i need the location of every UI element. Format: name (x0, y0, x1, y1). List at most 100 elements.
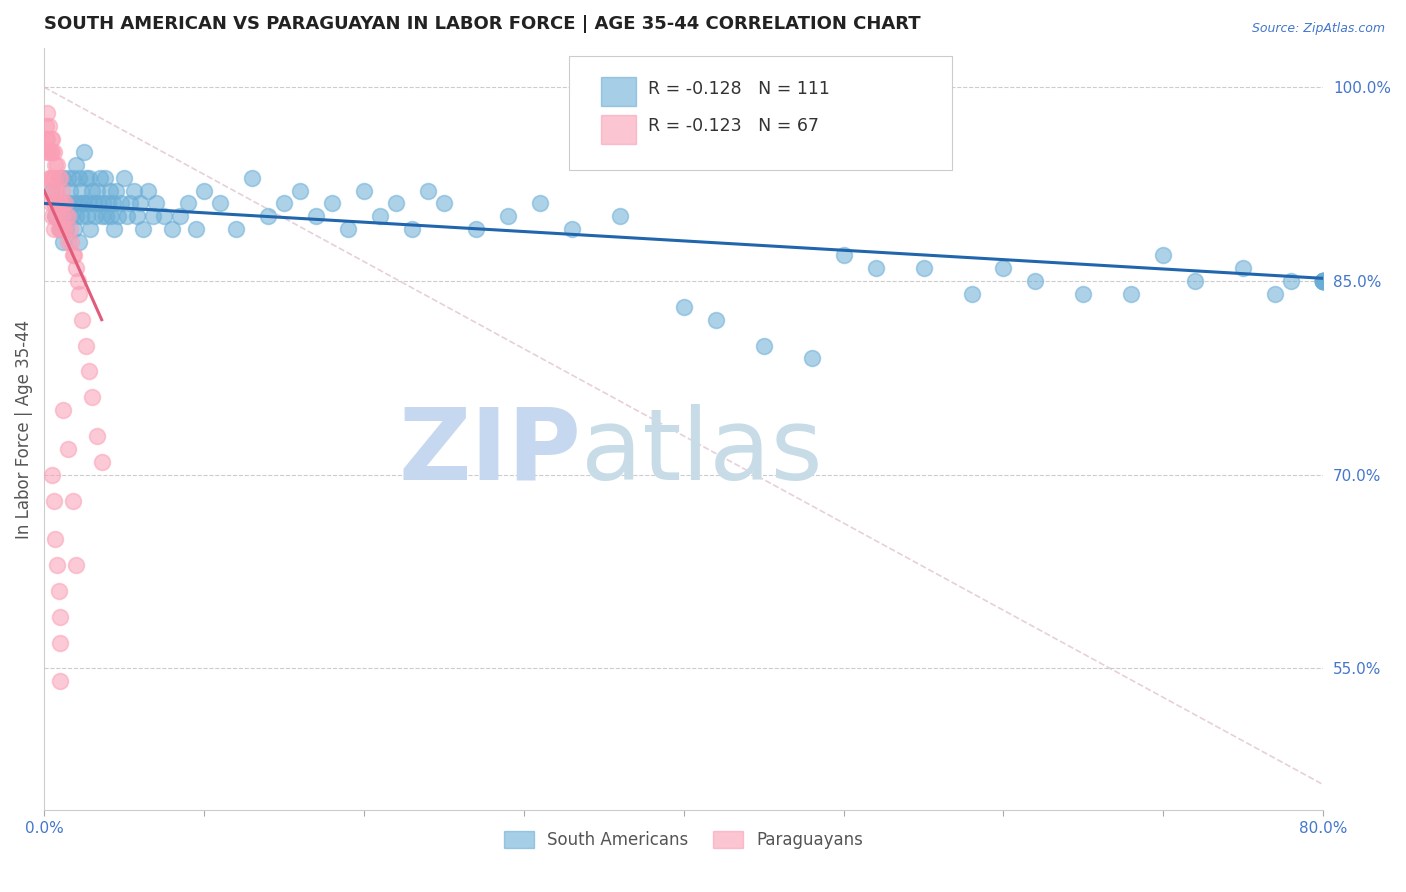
Point (257, 210, 280, 224)
Point (169, 210, 191, 224)
Point (86, 184, 108, 198)
Point (52, 403, 75, 417)
Point (1312, 274, 1334, 288)
Point (336, 222, 359, 236)
Point (160, 222, 183, 236)
Point (60, 235, 83, 250)
Text: Source: ZipAtlas.com: Source: ZipAtlas.com (1251, 22, 1385, 36)
Point (993, 260, 1015, 275)
Point (62, 170, 84, 185)
Point (112, 170, 135, 185)
Point (73, 145, 96, 159)
Point (35, 119, 58, 133)
Point (51, 210, 73, 224)
Point (752, 338, 775, 352)
Point (72, 312, 94, 326)
Point (49, 222, 72, 236)
Point (49, 635, 72, 649)
Point (48, 196, 70, 211)
Text: SOUTH AMERICAN VS PARAGUAYAN IN LABOR FORCE | AGE 35-44 CORRELATION CHART: SOUTH AMERICAN VS PARAGUAYAN IN LABOR FO… (44, 15, 921, 33)
Point (1184, 274, 1206, 288)
Point (101, 196, 124, 211)
Point (193, 184, 215, 198)
Bar (600, 115, 637, 144)
Point (129, 196, 152, 211)
Point (60, 210, 83, 224)
Point (53, 222, 76, 236)
Point (132, 222, 155, 236)
Point (305, 210, 328, 224)
Point (122, 184, 145, 198)
Point (56, 210, 79, 224)
Point (48, 170, 70, 185)
Point (63, 248, 86, 262)
Point (609, 210, 631, 224)
Point (55, 222, 77, 236)
Point (56, 235, 79, 250)
Point (1264, 286, 1286, 301)
Point (208, 196, 231, 211)
Point (103, 222, 125, 236)
Legend: South Americans, Paraguayans: South Americans, Paraguayans (498, 824, 870, 855)
Point (45, 184, 67, 198)
Point (65, 158, 87, 172)
Point (80, 184, 103, 198)
Point (800, 351, 823, 366)
Point (91, 196, 114, 211)
Point (59, 222, 82, 236)
Point (1152, 248, 1174, 262)
Y-axis label: In Labor Force | Age 35-44: In Labor Force | Age 35-44 (15, 320, 32, 539)
Point (100, 210, 122, 224)
Point (80, 390, 103, 404)
Point (39, 196, 62, 211)
Point (433, 196, 456, 211)
Point (912, 260, 935, 275)
Point (45, 210, 67, 224)
Point (90, 210, 112, 224)
Text: R = -0.128   N = 111: R = -0.128 N = 111 (648, 79, 830, 98)
Point (464, 222, 486, 236)
Point (44, 533, 66, 547)
Point (75, 170, 97, 185)
Point (65, 558, 87, 573)
Point (37, 145, 59, 159)
Point (1312, 274, 1334, 288)
Point (79, 222, 101, 236)
Point (42, 145, 65, 159)
Point (39, 132, 62, 146)
Point (72, 196, 94, 211)
Point (37, 106, 59, 120)
Point (1279, 274, 1302, 288)
Point (48, 222, 70, 236)
Point (42, 222, 65, 236)
Point (110, 196, 132, 211)
Point (52, 170, 75, 185)
Point (77, 196, 100, 211)
Point (136, 184, 159, 198)
Point (496, 210, 519, 224)
Point (51, 184, 73, 198)
Point (49, 609, 72, 624)
Point (62, 248, 84, 262)
Point (38, 119, 60, 133)
Point (87, 196, 110, 211)
Point (51, 196, 73, 211)
Text: atlas: atlas (581, 404, 823, 500)
Point (142, 210, 165, 224)
Point (865, 260, 887, 275)
Point (90, 455, 112, 469)
Point (86, 429, 108, 443)
Point (49, 196, 72, 211)
Point (44, 210, 66, 224)
Point (125, 210, 148, 224)
Point (83, 196, 105, 211)
Point (1312, 274, 1334, 288)
Point (44, 158, 66, 172)
Point (177, 196, 200, 211)
Point (105, 184, 128, 198)
Point (67, 286, 90, 301)
Point (1312, 274, 1334, 288)
Point (59, 184, 82, 198)
Point (56, 442, 79, 456)
Point (38, 145, 60, 159)
